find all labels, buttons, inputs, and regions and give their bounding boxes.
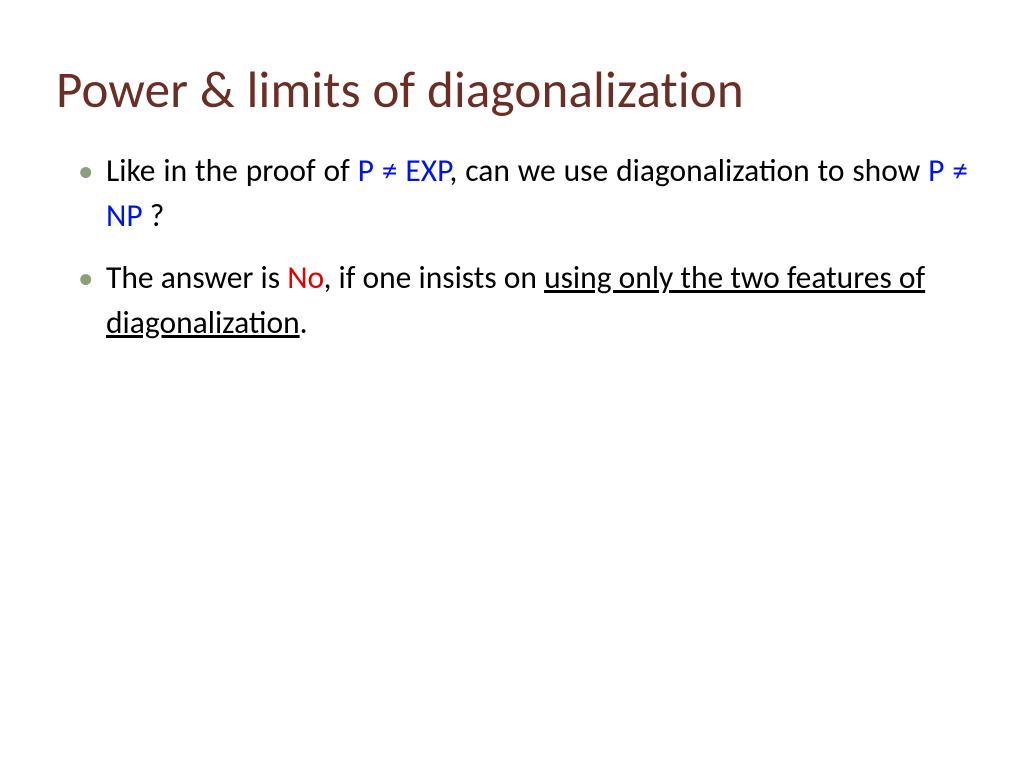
text-run: . <box>300 304 308 342</box>
slide: Power & limits of diagonalization Like i… <box>0 0 1024 768</box>
text-run: No <box>287 259 323 297</box>
bullet-list: Like in the proof of P ≠ EXP, can we use… <box>84 149 968 346</box>
text-run: P ≠ EXP <box>358 152 450 190</box>
text-run: The answer is <box>106 259 287 297</box>
bullet-item: Like in the proof of P ≠ EXP, can we use… <box>84 149 968 238</box>
text-run: , if one insists on <box>324 259 544 297</box>
slide-title: Power & limits of diagonalization <box>56 58 968 121</box>
text-run: Like in the proof of <box>106 152 358 190</box>
bullet-item: The answer is No, if one insists on usin… <box>84 256 968 345</box>
text-run: ? <box>143 197 165 235</box>
text-run: , can we use diagonalization to show <box>449 152 928 190</box>
slide-body: Like in the proof of P ≠ EXP, can we use… <box>56 149 968 346</box>
